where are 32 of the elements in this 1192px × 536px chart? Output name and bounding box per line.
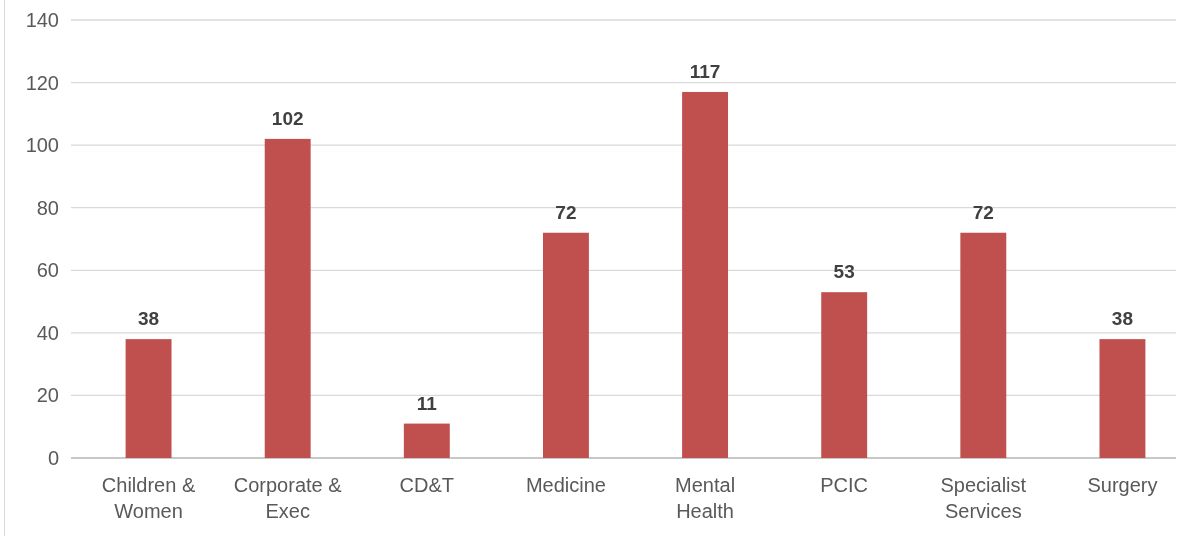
- bar: [264, 138, 311, 458]
- y-tick-label: 20: [36, 384, 59, 407]
- data-label: 38: [137, 308, 160, 330]
- x-tick-label: Mental Health: [675, 474, 736, 522]
- x-tick-label: PCIC: [820, 474, 869, 496]
- bar: [821, 292, 868, 458]
- y-tick-label: 60: [36, 259, 59, 282]
- data-label: 53: [833, 261, 855, 283]
- bar: [682, 91, 729, 458]
- x-tick-label: Corporate & Exec: [233, 474, 343, 522]
- y-tick-label: 80: [36, 196, 59, 219]
- x-tick-label: Children & Women: [101, 474, 196, 522]
- bar: [542, 232, 589, 458]
- bar: [125, 339, 172, 458]
- data-label: 72: [555, 201, 577, 223]
- data-label: 102: [271, 107, 304, 129]
- bar: [403, 423, 450, 458]
- x-tick-label: Medicine: [525, 474, 606, 496]
- data-label: 38: [1111, 308, 1134, 330]
- y-tick-label: 140: [25, 9, 59, 31]
- y-tick-label: 40: [36, 321, 59, 344]
- y-tick-label: 0: [47, 447, 59, 469]
- x-tick-label: Specialist Services: [940, 474, 1027, 522]
- y-tick-label: 100: [25, 134, 59, 157]
- bar: [960, 232, 1007, 458]
- x-tick-label: CD&T: [399, 474, 455, 496]
- data-label: 72: [972, 201, 994, 223]
- data-label: 11: [416, 392, 438, 414]
- bar: [1099, 339, 1146, 458]
- x-tick-label: Surgery: [1087, 474, 1158, 496]
- y-tick-label: 120: [25, 71, 59, 94]
- data-label: 117: [689, 60, 721, 82]
